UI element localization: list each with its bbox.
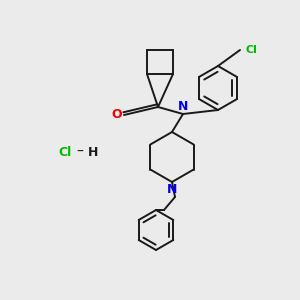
Text: N: N — [167, 183, 177, 196]
Text: N: N — [178, 100, 188, 113]
Text: –: – — [76, 145, 83, 159]
Text: Cl: Cl — [246, 45, 258, 55]
Text: O: O — [112, 109, 122, 122]
Text: Cl: Cl — [58, 146, 72, 158]
Text: H: H — [88, 146, 98, 158]
